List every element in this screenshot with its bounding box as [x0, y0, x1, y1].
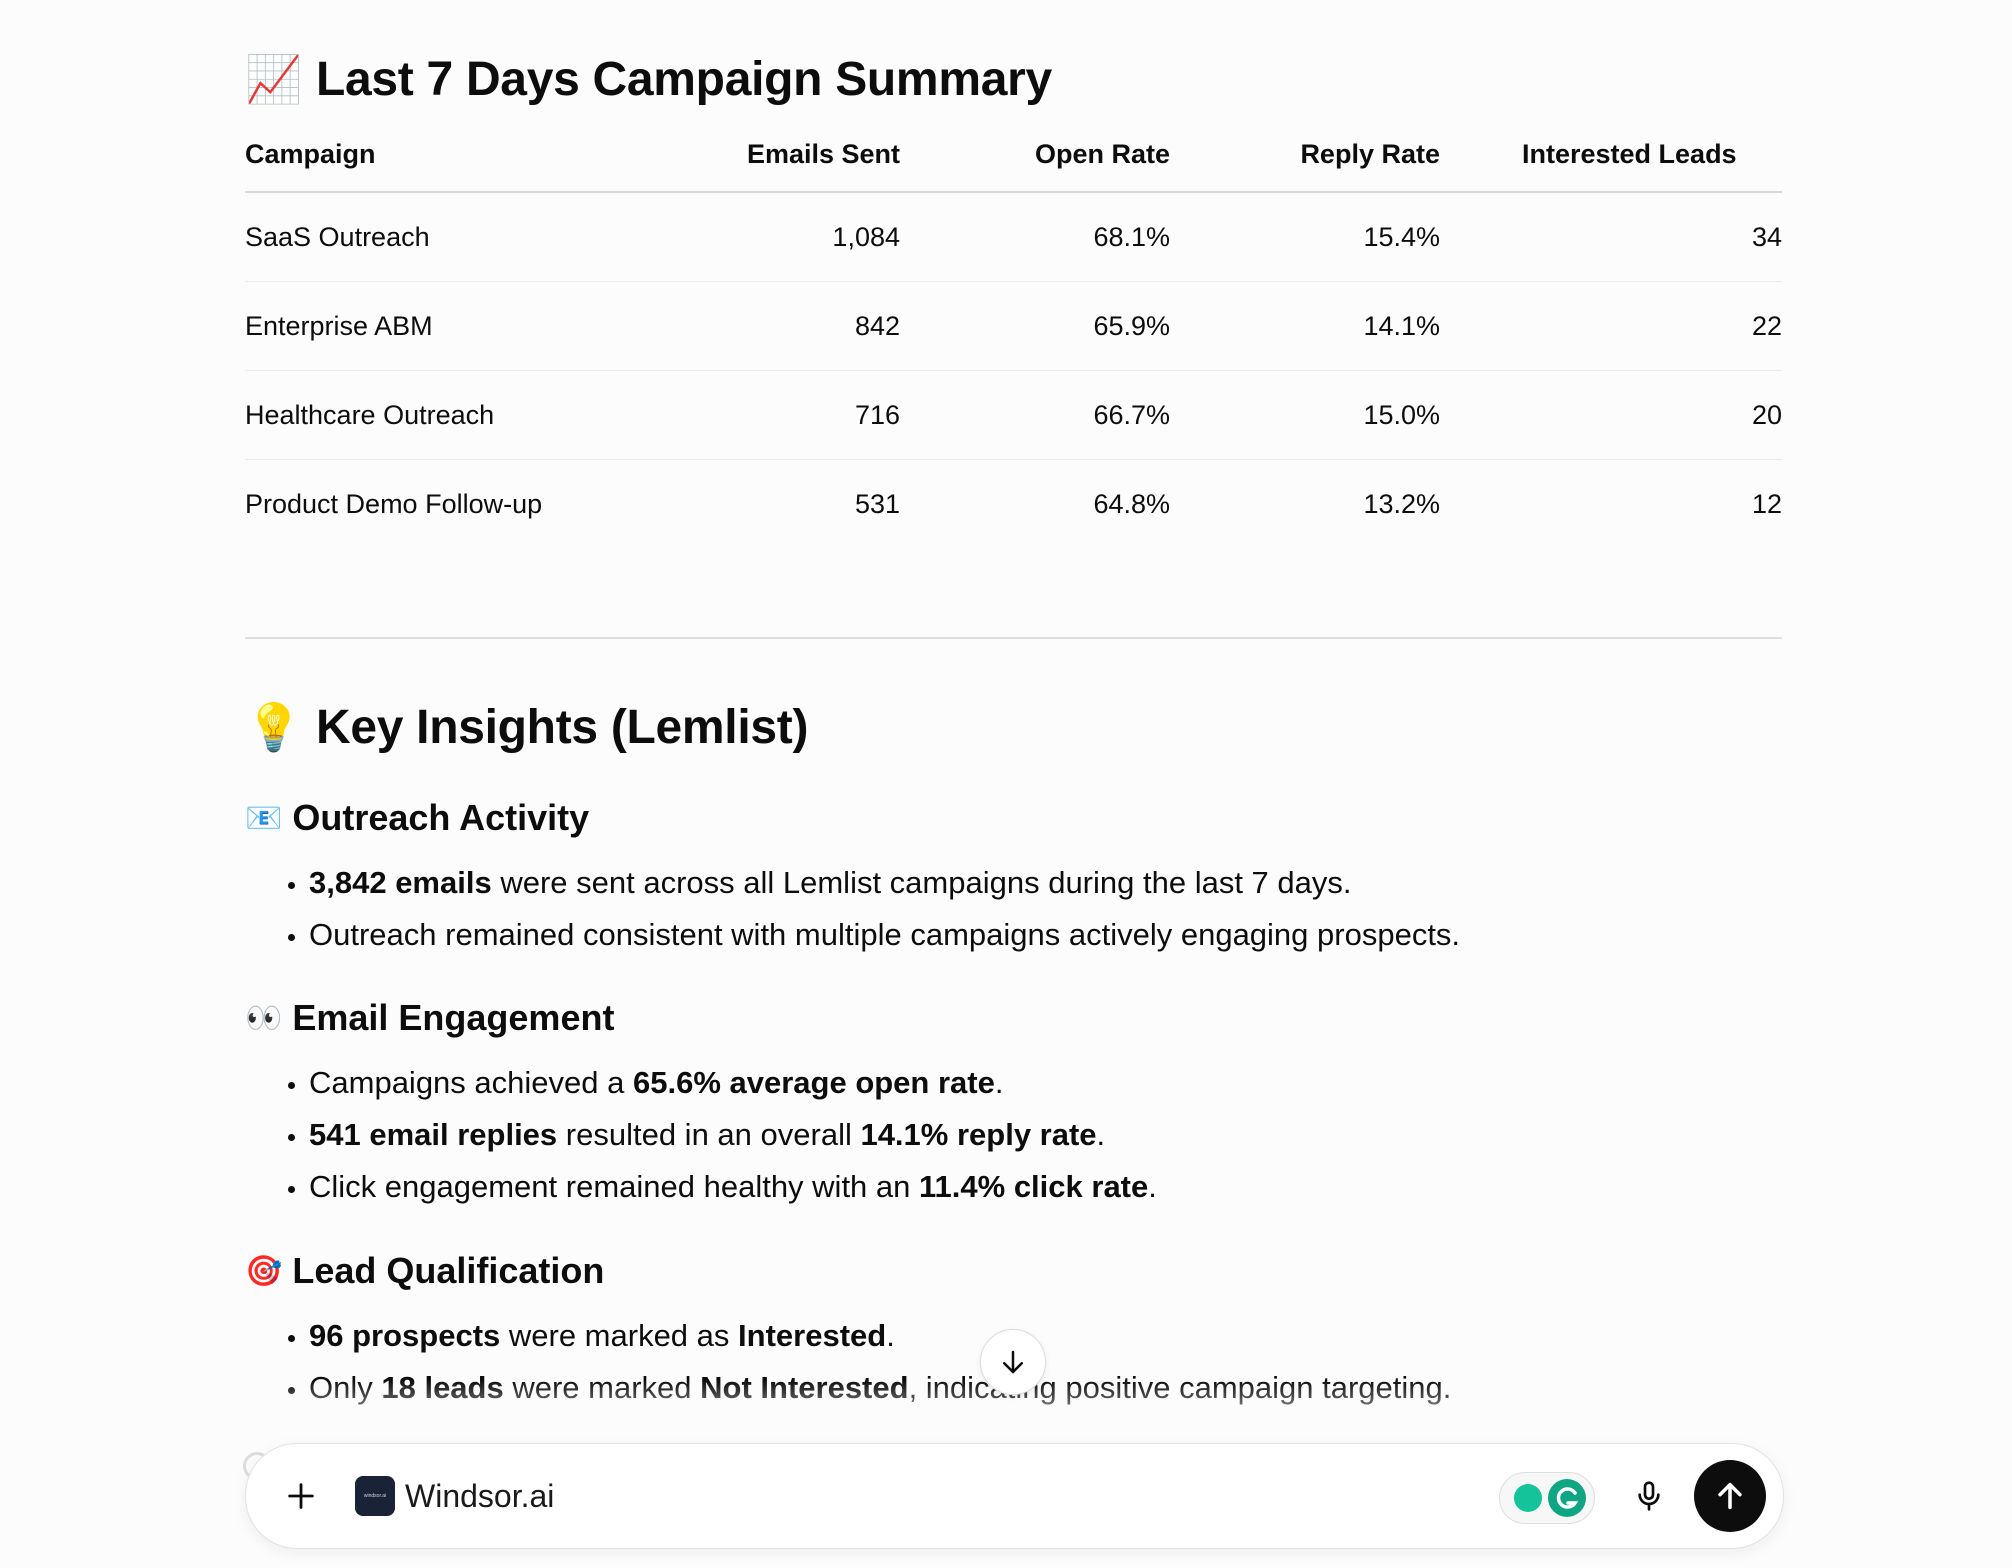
table-row: Healthcare Outreach 716 66.7% 15.0% 20 — [245, 370, 1782, 460]
email-engagement-heading: 👀 Email Engagement — [245, 997, 614, 1039]
cell-reply-rate: 15.4% — [1170, 192, 1440, 282]
cell-interested-leads: 12 — [1751, 488, 1782, 519]
table-row: Enterprise ABM 842 65.9% 14.1% 22 — [245, 281, 1782, 371]
microphone-icon — [1638, 1481, 1660, 1511]
section-divider — [245, 637, 1782, 639]
cell-open-rate: 64.8% — [1093, 488, 1170, 519]
cell-interested-leads: 34 — [1440, 192, 1782, 282]
summary-title: Last 7 Days Campaign Summary — [315, 53, 1052, 106]
insights-title: Key Insights (Lemlist) — [315, 701, 809, 754]
connector-chip-label[interactable]: Windsor.ai — [405, 1478, 555, 1514]
arrow-up-icon — [1718, 1482, 1742, 1510]
table-row: SaaS Outreach 1,084 68.1% 15.4% 34 — [245, 192, 1782, 282]
grammarly-g-icon — [1548, 1479, 1586, 1517]
cell-emails-sent: 716 — [675, 370, 900, 460]
voice-input-button[interactable] — [1624, 1471, 1674, 1521]
send-button[interactable] — [1694, 1460, 1766, 1532]
insights-heading: 💡 Key Insights (Lemlist) — [245, 700, 808, 755]
column-header-campaign: Campaign — [245, 135, 675, 193]
outreach-activity-title: Outreach Activity — [292, 797, 590, 838]
envelope-icon: 📧 — [245, 801, 283, 835]
cell-campaign: Healthcare Outreach — [245, 370, 675, 460]
cell-reply-rate: 14.1% — [1170, 281, 1440, 371]
column-header-emails-sent: Emails Sent — [675, 135, 900, 193]
eyes-icon: 👀 — [245, 1001, 283, 1035]
list-item: Outreach remained consistent with multip… — [309, 909, 1460, 961]
cell-campaign: Enterprise ABM — [245, 281, 675, 371]
lead-qualification-title: Lead Qualification — [292, 1250, 605, 1291]
cell-open-rate: 68.1% — [900, 192, 1170, 282]
column-header-open-rate: Open Rate — [900, 135, 1170, 193]
outreach-activity-list: 3,842 emails were sent across all Lemlis… — [245, 857, 1460, 961]
plus-icon — [288, 1483, 314, 1509]
cell-emails-sent: 842 — [675, 281, 900, 371]
cell-emails-sent: 531 — [854, 488, 900, 519]
target-icon: 🎯 — [245, 1254, 283, 1288]
summary-heading: 📈 Last 7 Days Campaign Summary — [245, 52, 1052, 107]
list-item: 541 email replies resulted in an overall… — [309, 1109, 1157, 1161]
list-item: Campaigns achieved a 65.6% average open … — [309, 1057, 1157, 1109]
grammarly-bulb-icon — [1514, 1484, 1542, 1512]
add-attachment-button[interactable] — [276, 1471, 326, 1521]
cell-emails-sent: 1,084 — [675, 192, 900, 282]
cell-open-rate: 66.7% — [900, 370, 1170, 460]
windsor-ai-logo: windsor.ai — [355, 1476, 395, 1516]
cell-reply-rate: 13.2% — [1363, 488, 1440, 519]
cell-campaign: Product Demo Follow-up — [245, 488, 543, 519]
column-header-interested-leads: Interested Leads — [1440, 135, 1782, 193]
cell-reply-rate: 15.0% — [1170, 370, 1440, 460]
cell-campaign: SaaS Outreach — [245, 192, 675, 282]
light-bulb-icon: 💡 — [245, 701, 302, 753]
list-item: 96 prospects were marked as Interested. — [309, 1310, 1451, 1362]
lead-qualification-heading: 🎯 Lead Qualification — [245, 1250, 604, 1292]
list-item: Click engagement remained healthy with a… — [309, 1161, 1157, 1213]
column-header-reply-rate: Reply Rate — [1170, 135, 1440, 193]
cell-interested-leads: 20 — [1440, 370, 1782, 460]
chart-increasing-icon: 📈 — [245, 53, 302, 105]
email-engagement-title: Email Engagement — [292, 997, 615, 1038]
chat-composer[interactable]: windsor.ai Windsor.ai — [245, 1443, 1784, 1549]
cell-open-rate: 65.9% — [900, 281, 1170, 371]
list-item: 3,842 emails were sent across all Lemlis… — [309, 857, 1460, 909]
grammarly-widget[interactable] — [1499, 1472, 1595, 1524]
scroll-to-bottom-button[interactable] — [980, 1329, 1046, 1395]
campaign-summary-table: Campaign Emails Sent Open Rate Reply Rat… — [245, 135, 1782, 548]
table-header-row: Campaign Emails Sent Open Rate Reply Rat… — [245, 135, 1782, 193]
cell-interested-leads: 22 — [1440, 281, 1782, 371]
outreach-activity-heading: 📧 Outreach Activity — [245, 797, 589, 839]
table-row: Product Demo Follow-up 531 64.8% 13.2% 1… — [245, 460, 1782, 549]
email-engagement-list: Campaigns achieved a 65.6% average open … — [245, 1057, 1157, 1213]
arrow-down-icon — [1003, 1350, 1023, 1374]
